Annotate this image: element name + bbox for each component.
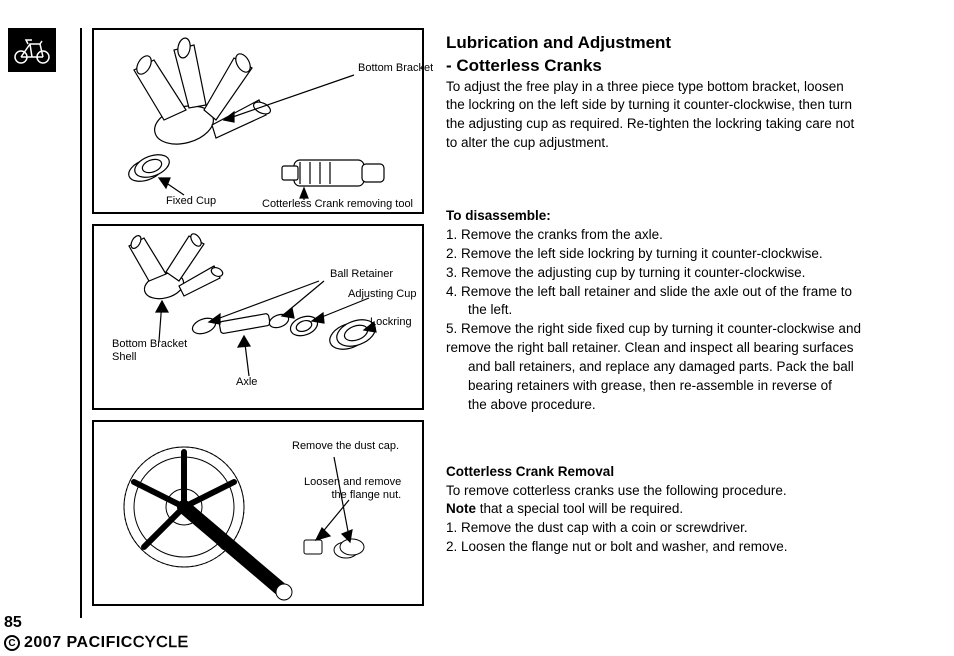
label-lockring: Lockring [370,316,412,329]
disassemble-step4: 4. Remove the left ball retainer and sli… [446,284,942,301]
disassemble-step4b: the left. [446,302,942,319]
footer-brand-bold: PACIFIC [67,634,133,651]
side-rule [80,28,82,618]
disassemble-step5e: the above procedure. [446,397,942,414]
label-flange-nut: Loosen and remove the flange nut. [304,476,401,502]
disassemble-step2: 2. Remove the left side lockring by turn… [446,246,942,263]
disassemble-step1: 1. Remove the cranks from the axle. [446,227,942,244]
disassemble-step5: 5. Remove the right side fixed cup by tu… [446,321,942,338]
disassemble-heading: To disassemble: [446,208,942,225]
crank-step2: 2. Loosen the flange nut or bolt and was… [446,539,942,556]
footer-brand: 2007 PACIFICCYCLE [24,634,189,652]
text-column: Lubrication and Adjustment - Cotterless … [446,32,942,558]
label-dust-cap: Remove the dust cap. [292,440,399,453]
bicycle-icon [12,35,52,65]
crank-step1: 1. Remove the dust cap with a coin or sc… [446,520,942,537]
disassemble-step5c: and ball retainers, and replace any dama… [446,359,942,376]
disassemble-step3: 3. Remove the adjusting cup by turning i… [446,265,942,282]
label-bb-shell: Bottom Bracket Shell [112,338,187,364]
label-axle: Axle [236,376,257,389]
label-fixed-cup: Fixed Cup [166,195,216,208]
disassemble-step5b: remove the right ball retainer. Clean an… [446,340,942,357]
heading-cotterless: - Cotterless Cranks [446,55,942,76]
label-bottom-bracket: Bottom Bracket [358,62,433,75]
label-ball-retainer: Ball Retainer [330,268,393,281]
label-crank-tool: Cotterless Crank removing tool [262,198,413,211]
footer-year: 2007 [24,634,62,651]
figure-exploded: Ball Retainer Adjusting Cup Lockring Bot… [92,224,424,410]
intro-line3: the adjusting cup as required. Re-tighte… [446,116,942,133]
label-adjusting-cup: Adjusting Cup [348,288,417,301]
figures-column: Bottom Bracket Fixed Cup Cotterless Cran… [92,28,424,616]
crank-removal-intro: To remove cotterless cranks use the foll… [446,483,942,500]
intro-line2: the lockring on the left side by turning… [446,97,942,114]
intro-line4: to alter the cup adjustment. [446,135,942,152]
heading-lubrication: Lubrication and Adjustment [446,32,942,53]
figure-crank-removal: Remove the dust cap. Loosen and remove t… [92,420,424,606]
intro-line1: To adjust the free play in a three piece… [446,79,942,96]
bicycle-icon-box [8,28,56,72]
crank-removal-note: Note that a special tool will be require… [446,501,942,518]
copyright-icon: C [4,635,20,651]
disassemble-step5d: bearing retainers with grease, then re-a… [446,378,942,395]
figure-bottom-bracket: Bottom Bracket Fixed Cup Cotterless Cran… [92,28,424,214]
footer: C 2007 PACIFICCYCLE [4,634,189,652]
fig1-drawing [94,30,422,212]
page-number: 85 [4,614,22,632]
crank-removal-heading: Cotterless Crank Removal [446,464,942,481]
footer-brand-light: CYCLE [133,634,189,651]
